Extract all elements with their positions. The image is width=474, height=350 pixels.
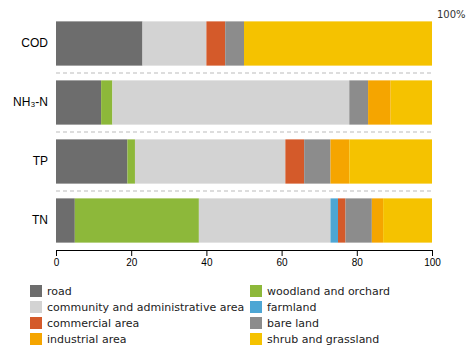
x-tick-mark — [131, 250, 132, 256]
x-tick: 80 — [352, 250, 364, 268]
legend-label: farmland — [267, 301, 316, 314]
bar — [127, 139, 135, 183]
legend-item: farmland — [250, 301, 316, 314]
y-tick: NH₃-N — [13, 95, 48, 109]
legend-label: community and administrative area — [47, 301, 244, 314]
y-tick-label: TN — [32, 213, 48, 227]
y-tick: TP — [33, 154, 48, 168]
y-tick: COD — [21, 36, 48, 50]
x-tick-mark — [357, 250, 358, 256]
bar — [142, 21, 206, 65]
y-axis: TN TP NH₃-N COD — [13, 36, 48, 227]
x-tick-label: 100 — [424, 257, 441, 268]
legend-label: commercial area — [47, 317, 139, 330]
legend-item: woodland and orchard — [250, 285, 390, 298]
series — [330, 198, 338, 242]
bar — [391, 80, 432, 124]
y-tick-label: NH₃-N — [13, 95, 48, 109]
bar — [372, 198, 383, 242]
y-tick-label: TP — [33, 154, 48, 168]
bar — [285, 139, 304, 183]
legend-swatch — [250, 285, 262, 297]
x-tick-label: 0 — [54, 257, 60, 268]
bar — [330, 198, 338, 242]
bar — [349, 80, 368, 124]
x-tick-mark — [282, 250, 283, 256]
x-tick: 20 — [126, 250, 138, 268]
legend-swatch — [30, 333, 42, 345]
bar — [56, 198, 75, 242]
bar — [330, 139, 349, 183]
bar — [304, 139, 330, 183]
x-tick: 60 — [277, 250, 289, 268]
legend-item: shrub and grassland — [250, 333, 379, 346]
series — [244, 21, 432, 242]
x-tick-mark — [432, 250, 433, 256]
x-tick: 0 — [54, 250, 60, 268]
legend-swatch — [30, 285, 42, 297]
x-axis-line — [57, 251, 433, 257]
bar — [56, 139, 127, 183]
separator — [56, 132, 432, 133]
bars — [56, 21, 432, 242]
bar — [56, 80, 101, 124]
x-tick-mark — [206, 250, 207, 256]
x-axis: 0 20 40 60 80 100 — [54, 250, 442, 268]
bar — [135, 139, 285, 183]
legend-label: bare land — [267, 317, 319, 330]
y-tick: TN — [32, 213, 48, 227]
bar — [368, 80, 391, 124]
legend-item: industrial area — [30, 333, 126, 346]
x-tick-label: 80 — [352, 257, 364, 268]
x-tick-label: 20 — [126, 257, 138, 268]
x-tick-mark — [56, 250, 57, 256]
y-tick-label: COD — [21, 36, 48, 50]
legend-swatch — [30, 317, 42, 329]
legend-label: shrub and grassland — [267, 333, 379, 346]
bar — [338, 198, 346, 242]
bar — [346, 198, 372, 242]
bar — [75, 198, 199, 242]
separators — [56, 73, 432, 191]
legend-swatch — [250, 301, 262, 313]
bar — [199, 198, 331, 242]
legend-label: woodland and orchard — [267, 285, 390, 298]
legend-item: commercial area — [30, 317, 139, 330]
bar — [206, 21, 225, 65]
bar — [383, 198, 432, 242]
bar — [349, 139, 432, 183]
x-tick-label: 60 — [277, 257, 289, 268]
separator — [56, 73, 432, 74]
plot: 0 20 40 60 80 100 TN TP NH₃-N COD 100% — [13, 9, 465, 269]
bar — [56, 21, 142, 65]
legend-swatch — [250, 333, 262, 345]
annotation: 100% — [437, 9, 466, 20]
legend-swatch — [30, 301, 42, 313]
separator — [56, 191, 432, 192]
legend-swatch — [250, 317, 262, 329]
legend-label: road — [47, 285, 72, 298]
chart: 0 20 40 60 80 100 TN TP NH₃-N COD 100% road woodland… — [0, 0, 474, 350]
bar — [225, 21, 244, 65]
legend-item: bare land — [250, 317, 319, 330]
bar — [244, 21, 432, 65]
bar — [101, 80, 112, 124]
x-tick-label: 40 — [201, 257, 213, 268]
legend: road woodland and orchard community and ad… — [30, 285, 390, 346]
x-tick: 100 — [424, 250, 441, 268]
bar — [112, 80, 349, 124]
legend-item: community and administrative area — [30, 301, 244, 314]
x-tick: 40 — [201, 250, 213, 268]
legend-item: road — [30, 285, 72, 298]
legend-label: industrial area — [47, 333, 126, 346]
